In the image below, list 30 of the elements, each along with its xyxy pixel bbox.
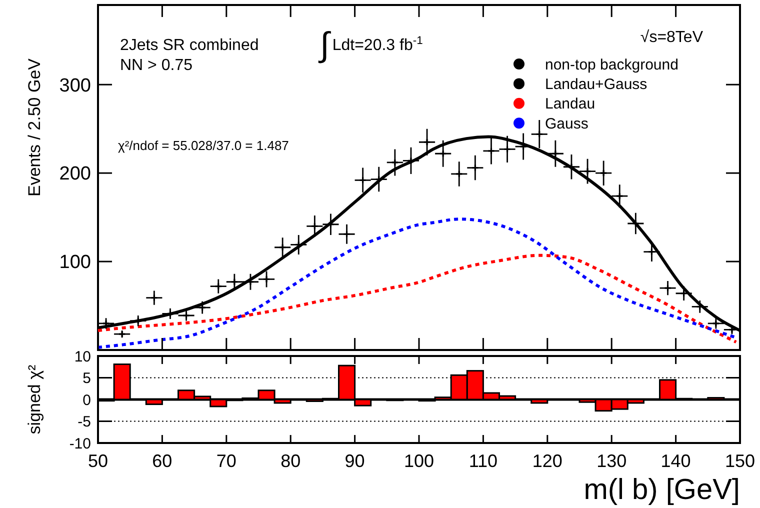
y-tick-label: 0 (82, 392, 91, 409)
x-axis-title: m(l b) [GeV] (584, 474, 740, 506)
y-axis-title: Events / 2.50 GeV (25, 58, 44, 196)
y-tick-label: 5 (82, 370, 91, 387)
x-tick-label: 70 (216, 451, 236, 471)
y-axis-title: signed χ² (25, 364, 44, 434)
y-tick-label: -5 (78, 414, 91, 430)
y-tick-label: -10 (69, 435, 91, 452)
y-tick-label: 10 (74, 348, 91, 366)
x-tick-label: 60 (152, 451, 172, 471)
legend-label: Gauss (545, 115, 588, 132)
annotation: 2Jets SR combined (120, 37, 259, 54)
x-tick-label: 80 (280, 451, 301, 471)
y-tick-label: 100 (59, 252, 91, 274)
y-tick-label: 200 (59, 164, 91, 185)
x-tick-label: 120 (532, 451, 562, 471)
annotation: √s=8TeV (640, 29, 704, 46)
legend-label: Landau (545, 96, 596, 113)
x-tick-label: 110 (468, 451, 498, 471)
legend-label: Landau+Gauss (545, 76, 648, 93)
x-tick-label: 140 (660, 451, 691, 471)
y-tick-label: 300 (59, 75, 91, 96)
legend-label: non-top background (545, 56, 678, 74)
annotation: χ²/ndof = 55.028/37.0 = 1.487 (118, 138, 289, 153)
x-tick-label: 100 (404, 451, 434, 471)
annotation: NN > 0.75 (120, 57, 193, 74)
x-tick-label: 50 (88, 451, 108, 471)
x-tick-label: 90 (344, 451, 365, 471)
x-tick-label: 130 (596, 451, 627, 471)
x-tick-label: 150 (724, 451, 756, 471)
